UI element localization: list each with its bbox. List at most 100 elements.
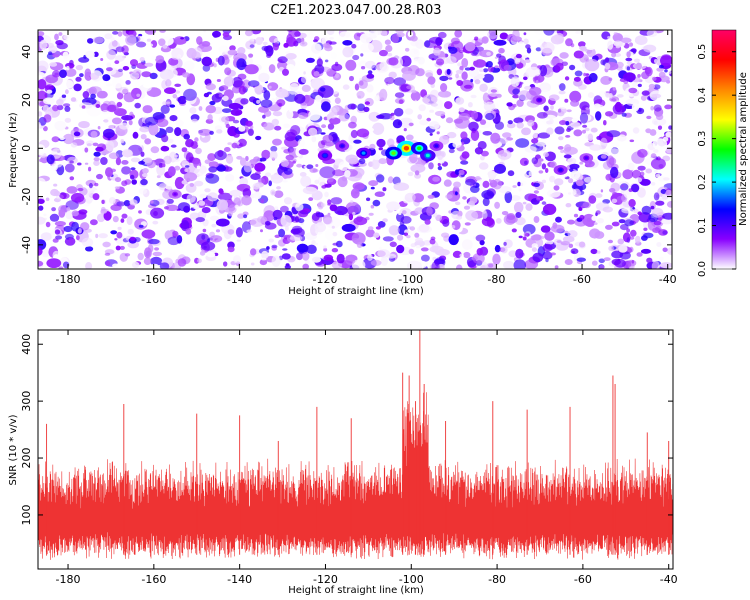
heatmap-speckle: [124, 253, 131, 257]
heatmap-speckle: [165, 79, 172, 87]
heatmap-speckle: [276, 186, 281, 190]
heatmap-speckle: [95, 104, 101, 108]
heatmap-speckle: [560, 149, 565, 154]
heatmap-speckle: [623, 72, 636, 82]
heatmap-speckle: [650, 205, 655, 210]
y-tick-label: 0: [20, 145, 33, 152]
heatmap-speckle: [174, 165, 181, 171]
heatmap-speckle: [439, 75, 449, 82]
heatmap-speckle: [584, 127, 590, 132]
heatmap-speckle: [474, 147, 483, 155]
heatmap-speckle: [244, 161, 252, 166]
heatmap-speckle: [319, 87, 326, 92]
heatmap-speckle: [301, 84, 311, 92]
heatmap-speckle: [410, 35, 418, 42]
heatmap-speckle: [541, 201, 547, 205]
heatmap-speckle: [410, 243, 417, 248]
heatmap-speckle: [475, 176, 481, 181]
heatmap-speckle: [244, 64, 259, 75]
heatmap-speckle: [125, 80, 131, 85]
heatmap-speckle: [572, 250, 575, 254]
heatmap-speckle: [79, 102, 93, 109]
heatmap-speckle: [643, 227, 648, 231]
heatmap-speckle: [231, 142, 238, 149]
heatmap-speckle: [446, 68, 451, 75]
heatmap-speckle: [582, 124, 588, 128]
heatmap-speckle: [478, 162, 489, 170]
heatmap-speckle: [469, 66, 475, 71]
heatmap-speckle: [527, 119, 535, 127]
heatmap-speckle: [411, 118, 422, 126]
heatmap-speckle: [54, 161, 63, 168]
heatmap-speckle: [189, 107, 197, 114]
heatmap-speckle: [404, 192, 416, 203]
heatmap-speckle: [626, 61, 633, 65]
heatmap-speckle: [563, 146, 578, 155]
heatmap-speckle: [128, 120, 133, 126]
heatmap-speckle: [650, 153, 657, 159]
heatmap-speckle: [136, 41, 147, 48]
heatmap-speckle: [351, 232, 366, 245]
heatmap-speckle: [520, 166, 531, 179]
heatmap-speckle: [578, 241, 586, 248]
heatmap-speckle: [156, 175, 161, 179]
heatmap-speckle: [63, 35, 69, 40]
heatmap-speckle: [454, 169, 460, 175]
heatmap-speckle: [266, 246, 270, 250]
heatmap-speckle: [386, 52, 393, 57]
heatmap-speckle: [227, 210, 233, 217]
heatmap-speckle: [542, 203, 557, 215]
heatmap-speckle: [388, 57, 399, 66]
colorbar-tick-label: 0.0: [697, 261, 708, 277]
heatmap-speckle: [260, 229, 263, 233]
heatmap-speckle: [603, 257, 611, 261]
heatmap-speckle: [620, 183, 629, 191]
heatmap-speckle: [331, 63, 343, 72]
heatmap-speckle: [367, 127, 374, 132]
heatmap-speckle: [405, 134, 414, 141]
heatmap-speckle: [97, 143, 107, 151]
heatmap-speckle: [541, 163, 547, 170]
heatmap-speckle: [167, 138, 174, 144]
heatmap-speckle: [398, 99, 404, 104]
heatmap-speckle: [330, 52, 337, 59]
heatmap-speckle: [221, 116, 230, 123]
heatmap-speckle: [598, 90, 607, 98]
heatmap-speckle: [121, 180, 128, 187]
heatmap-speckle: [486, 51, 491, 56]
heatmap-speckle: [565, 203, 572, 208]
heatmap-speckle: [420, 247, 429, 252]
heatmap-speckle: [271, 244, 278, 249]
heatmap-speckle: [52, 250, 61, 261]
heatmap-speckle: [338, 113, 350, 122]
heatmap-speckle: [334, 61, 339, 67]
heatmap-speckle: [414, 232, 420, 238]
heatmap-speckle: [558, 136, 564, 141]
heatmap-speckle: [620, 37, 632, 44]
heatmap-speckle: [206, 91, 212, 95]
heatmap-speckle: [524, 146, 537, 153]
heatmap-speckle: [494, 201, 500, 209]
heatmap-speckle: [314, 222, 326, 233]
heatmap-speckle: [515, 248, 524, 259]
heatmap-speckle: [524, 160, 528, 165]
heatmap-speckle: [607, 40, 614, 50]
snr-x-label: Height of straight line (km): [288, 585, 424, 596]
heatmap-speckle: [38, 247, 43, 256]
heatmap-speckle: [662, 155, 671, 162]
heatmap-speckle: [313, 71, 320, 77]
heatmap-speckle: [130, 157, 141, 163]
heatmap-speckle: [387, 176, 394, 184]
heatmap-speckle: [312, 256, 321, 263]
heatmap-speckle: [436, 68, 443, 76]
heatmap-speckle: [79, 73, 84, 78]
heatmap-speckle: [409, 48, 420, 58]
heatmap-speckle: [488, 263, 494, 268]
heatmap-speckle: [64, 163, 75, 173]
heatmap-speckle: [495, 121, 504, 130]
heatmap-speckle: [639, 178, 651, 186]
heatmap-speckle: [125, 34, 137, 46]
heatmap-speckle: [480, 155, 485, 161]
heatmap-speckle: [646, 115, 652, 120]
heatmap-speckle: [265, 221, 271, 226]
